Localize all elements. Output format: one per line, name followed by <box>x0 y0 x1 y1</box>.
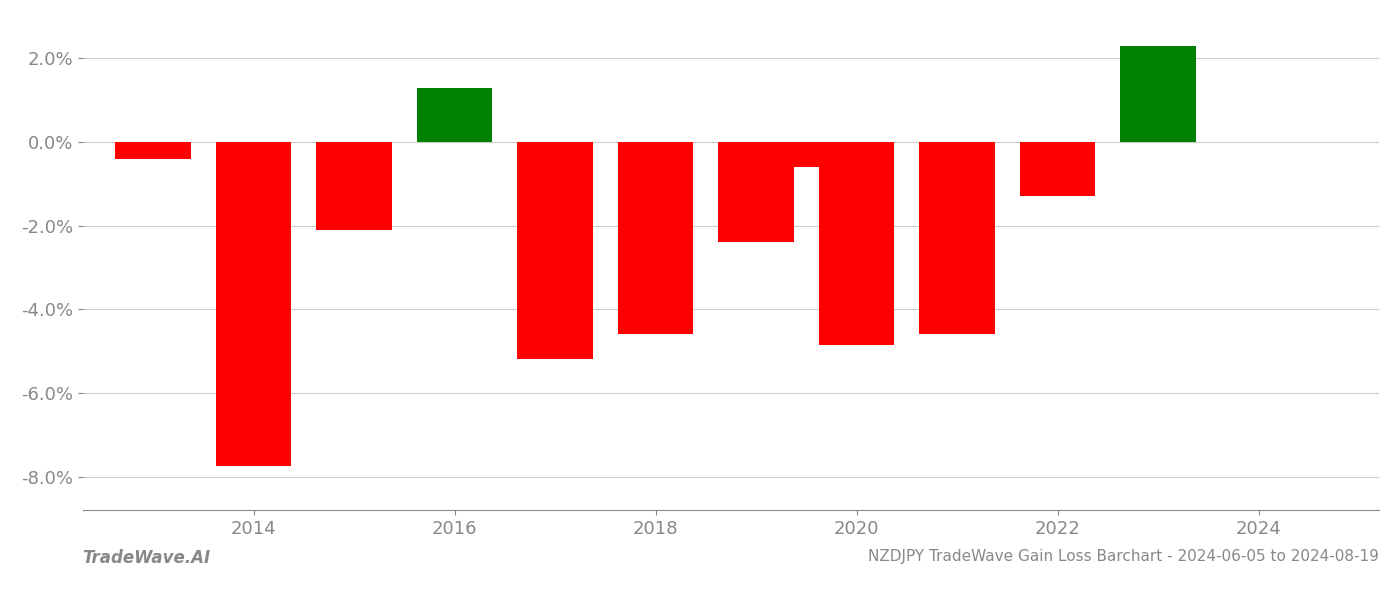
Text: NZDJPY TradeWave Gain Loss Barchart - 2024-06-05 to 2024-08-19: NZDJPY TradeWave Gain Loss Barchart - 20… <box>868 549 1379 564</box>
Bar <box>718 142 794 242</box>
Bar <box>316 142 392 230</box>
Bar <box>819 142 895 345</box>
Bar <box>1019 142 1095 196</box>
Bar <box>617 142 693 334</box>
Bar <box>920 142 995 334</box>
Bar <box>518 142 592 359</box>
Bar <box>788 142 864 167</box>
Bar <box>1120 46 1196 142</box>
Text: TradeWave.AI: TradeWave.AI <box>83 549 211 567</box>
Bar <box>417 88 493 142</box>
Bar <box>216 142 291 466</box>
Bar <box>115 142 190 159</box>
